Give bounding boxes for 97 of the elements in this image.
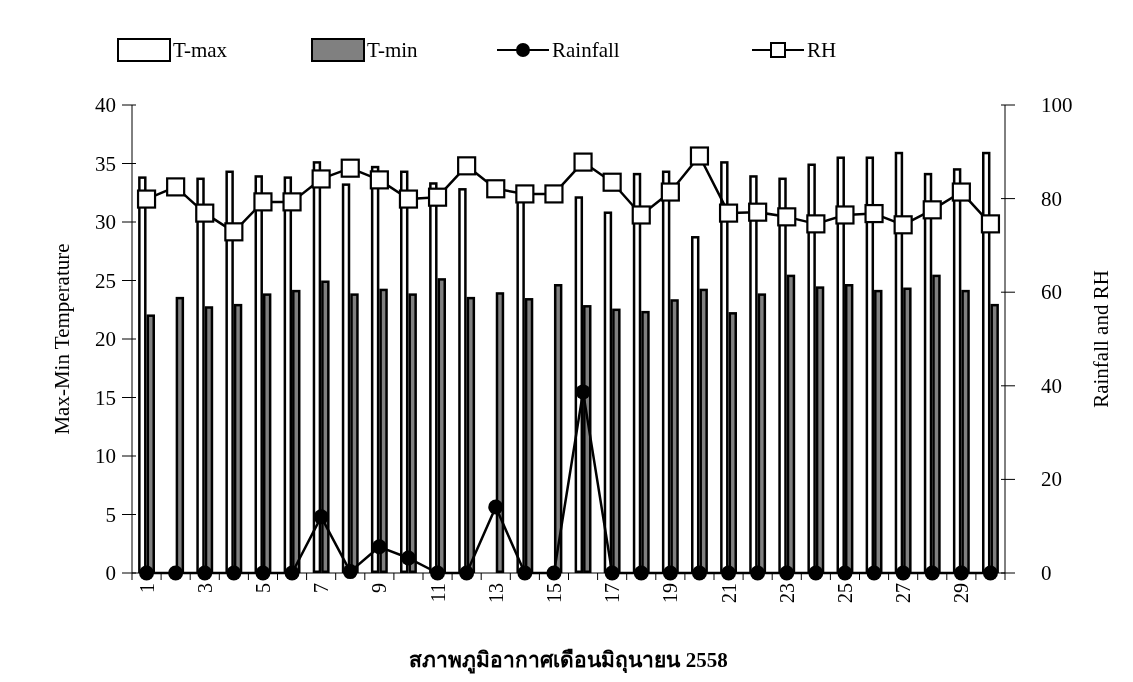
point	[311, 169, 331, 189]
point	[864, 203, 884, 224]
point	[575, 384, 591, 400]
point	[398, 189, 419, 209]
point	[604, 565, 620, 581]
y2-tick-label: 100	[1041, 93, 1073, 117]
x-tick-label: 17	[601, 583, 624, 603]
x-tick-label: 9	[368, 583, 391, 593]
point	[718, 203, 739, 223]
x-tick-label: 5	[251, 583, 274, 593]
point	[371, 539, 387, 555]
point	[779, 565, 795, 581]
x-tick-label: 3	[193, 583, 216, 593]
point	[750, 565, 766, 581]
point	[166, 177, 186, 197]
point	[226, 565, 242, 581]
x-tick-label: 19	[659, 583, 682, 603]
point	[573, 152, 593, 172]
point	[691, 565, 707, 581]
point	[136, 189, 157, 209]
x-tick-label: 23	[775, 583, 798, 603]
y-tick-label: 20	[95, 327, 116, 351]
x-tick-label: 13	[484, 583, 507, 603]
y2-tick-label: 20	[1041, 467, 1062, 492]
point	[660, 182, 680, 202]
point	[924, 565, 940, 581]
point	[430, 565, 446, 581]
y-tick-label: 5	[105, 502, 116, 527]
point	[721, 565, 737, 581]
point	[866, 565, 882, 581]
point	[342, 564, 358, 580]
y2-tick-label: 60	[1041, 280, 1062, 305]
point	[808, 565, 824, 581]
point	[139, 565, 155, 581]
x-tick-label: 7	[310, 583, 333, 593]
point	[777, 207, 797, 227]
y-tick-label: 10	[95, 444, 116, 468]
y2-axis-title: Rainfall and RH	[1089, 270, 1113, 408]
x-tick-label: 1	[135, 583, 158, 593]
point	[253, 192, 273, 212]
x-axis-title: สภาพภูมิอากาศเดือนมิถุนายน 2558	[409, 648, 728, 674]
point	[895, 565, 911, 581]
point	[400, 550, 416, 566]
y-tick-label: 0	[105, 561, 116, 585]
point	[168, 565, 184, 581]
point	[224, 222, 244, 242]
point	[689, 146, 710, 166]
point	[806, 214, 826, 234]
point	[602, 172, 622, 192]
point	[951, 182, 971, 202]
point	[515, 184, 535, 204]
y-axis-title: Max-Min Temperature	[50, 243, 74, 435]
point	[197, 565, 213, 581]
x-tick-label: 11	[426, 583, 449, 603]
y-tick-label: 30	[95, 210, 116, 234]
point	[922, 200, 942, 220]
point	[427, 187, 448, 207]
y2-tick-label: 0	[1041, 561, 1052, 585]
point	[313, 509, 329, 525]
point	[835, 205, 855, 225]
y2-tick-label: 40	[1041, 373, 1062, 398]
point	[748, 202, 768, 222]
point	[195, 203, 215, 223]
y-tick-label: 25	[95, 268, 116, 293]
point	[633, 565, 649, 581]
point	[488, 499, 504, 515]
point	[544, 184, 564, 204]
point	[284, 565, 300, 581]
x-tick-label: 21	[717, 583, 740, 603]
point	[282, 192, 302, 212]
x-tick-label: 25	[833, 583, 856, 603]
point	[517, 565, 533, 581]
point	[893, 215, 913, 235]
point	[982, 565, 998, 581]
x-tick-label: 27	[892, 583, 915, 603]
point	[459, 565, 475, 581]
point	[980, 214, 1001, 234]
legend-label: T-max	[173, 38, 228, 62]
y2-tick-label: 80	[1041, 186, 1062, 211]
point	[546, 565, 562, 581]
x-tick-label: 15	[542, 583, 565, 603]
point	[457, 156, 477, 176]
legend-label: RH	[807, 38, 837, 62]
point	[631, 205, 651, 225]
point	[662, 565, 678, 581]
x-tick-label: 29	[950, 583, 973, 603]
legend-label: T-min	[367, 38, 419, 62]
point	[953, 565, 969, 581]
point	[837, 565, 853, 581]
y-tick-label: 15	[95, 385, 116, 410]
point	[340, 158, 360, 178]
point	[369, 170, 389, 190]
legend-label: Rainfall	[552, 38, 620, 62]
y-tick-label: 40	[95, 93, 116, 117]
point	[486, 179, 506, 199]
y-tick-label: 35	[95, 151, 116, 176]
point	[255, 565, 271, 581]
